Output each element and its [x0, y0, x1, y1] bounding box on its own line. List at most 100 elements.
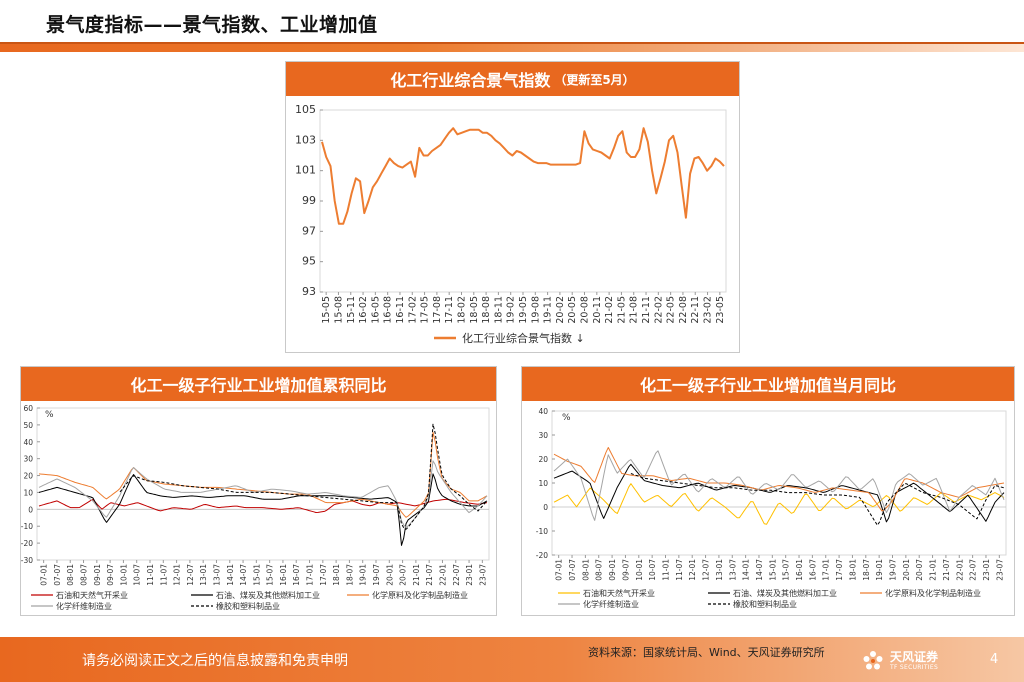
x-tick-label: 23-07 [478, 564, 487, 586]
y-tick-label: 60 [23, 404, 33, 413]
x-tick-label: 10-07 [133, 564, 142, 586]
legend-label: 化学纤维制造业 [583, 599, 639, 609]
x-tick-label: 18-02 [456, 296, 467, 324]
unit-label: % [562, 413, 571, 423]
x-tick-label: 12-01 [173, 564, 182, 586]
x-tick-label: 07-01 [555, 559, 564, 581]
y-tick-label: 0 [28, 505, 33, 514]
x-tick-label: 15-05 [321, 296, 332, 324]
legend-label: 橡胶和塑料制品业 [733, 599, 797, 609]
x-tick-label: 21-02 [604, 296, 615, 324]
x-tick-label: 20-01 [902, 559, 911, 581]
x-tick-label: 09-01 [93, 564, 102, 586]
x-tick-label: 19-02 [506, 296, 517, 324]
x-tick-label: 22-07 [452, 564, 461, 586]
y-tick-label: -20 [21, 539, 33, 548]
x-tick-label: 13-01 [199, 564, 208, 586]
x-tick-label: 18-11 [493, 296, 504, 324]
title-rule [0, 42, 1024, 52]
x-tick-label: 17-01 [306, 564, 315, 586]
x-tick-label: 10-01 [119, 564, 128, 586]
x-tick-label: 23-07 [995, 559, 1004, 581]
chart-title: 化工行业综合景气指数 [390, 71, 551, 90]
chart-title: 化工一级子行业工业增加值当月同比 [639, 376, 896, 395]
x-tick-label: 18-05 [469, 296, 480, 324]
y-tick-label: 99 [302, 194, 316, 207]
x-tick-label: 15-08 [333, 296, 344, 324]
disclaimer-link[interactable]: 请务必阅读正文之后的信息披露和免责申明 [82, 653, 348, 669]
x-tick-label: 18-01 [332, 564, 341, 586]
x-tick-label: 15-01 [768, 559, 777, 581]
series-line [553, 483, 1005, 525]
x-tick-label: 16-01 [279, 564, 288, 586]
x-tick-label: 20-01 [385, 564, 394, 586]
legend-label: 橡胶和塑料制品业 [216, 601, 280, 611]
x-tick-label: 22-02 [653, 296, 664, 324]
x-tick-label: 19-07 [372, 564, 381, 586]
series-line [38, 431, 488, 518]
y-tick-label: 30 [23, 455, 33, 464]
series-line [553, 450, 1005, 521]
x-tick-label: 16-07 [292, 564, 301, 586]
x-tick-label: 23-01 [982, 559, 991, 581]
x-tick-label: 22-05 [666, 296, 677, 324]
x-tick-label: 18-08 [481, 296, 492, 324]
y-tick-label: 101 [295, 164, 316, 177]
y-tick-label: 10 [538, 479, 548, 488]
y-tick-label: -10 [21, 522, 33, 531]
unit-label: % [45, 410, 54, 420]
x-tick-label: 09-01 [608, 559, 617, 581]
x-tick-label: 14-07 [239, 564, 248, 586]
x-tick-label: 16-02 [358, 296, 369, 324]
legend-label: 石油和天然气开采业 [56, 590, 128, 600]
legend: 石油和天然气开采业 石油、煤炭及其他燃料加工业 化学原料及化学制品制造业化学纤维制造… [31, 590, 468, 611]
series-line [38, 498, 488, 513]
source-note: 资料来源：国家统计局、Wind、天风证券研究所 [588, 646, 825, 659]
x-tick-label: 14-01 [742, 559, 751, 581]
x-tick-label: 11-07 [675, 559, 684, 581]
x-tick-label: 20-08 [580, 296, 591, 324]
chart-panel-cumulative-yoy: 化工一级子行业工业增加值累积同比 60 50 40 30 20 10 0 -10 -20 -30%… [20, 366, 497, 616]
x-tick-label: 19-01 [875, 559, 884, 581]
x-tick-label: 20-11 [592, 296, 603, 324]
x-tick-label: 08-07 [80, 564, 89, 586]
x-tick-label: 22-07 [969, 559, 978, 581]
x-tick-label: 17-07 [835, 559, 844, 581]
x-tick-label: 23-05 [715, 296, 726, 324]
x-tick-label: 11-01 [662, 559, 671, 581]
x-tick-label: 08-01 [66, 564, 75, 586]
y-tick-label: 95 [302, 255, 316, 268]
y-tick-label: -20 [536, 551, 548, 560]
x-tick-label: 21-07 [942, 559, 951, 581]
series-line [553, 447, 1005, 512]
x-tick-label: 20-07 [399, 564, 408, 586]
x-tick-label: 17-02 [407, 296, 418, 324]
legend-label: 石油和天然气开采业 [583, 588, 655, 598]
x-tick-label: 19-07 [889, 559, 898, 581]
legend-label: 化学原料及化学制品制造业 [885, 588, 981, 598]
y-tick-label: 20 [538, 455, 548, 464]
legend-label: 化学纤维制造业 [56, 601, 112, 611]
x-tick-label: 10-01 [635, 559, 644, 581]
x-tick-label: 16-11 [395, 296, 406, 324]
x-tick-label: 15-07 [782, 559, 791, 581]
x-tick-label: 15-07 [266, 564, 275, 586]
x-tick-label: 11-07 [159, 564, 168, 586]
x-tick-label: 09-07 [621, 559, 630, 581]
x-tick-label: 16-01 [795, 559, 804, 581]
legend: 石油和天然气开采业 石油、煤炭及其他燃料加工业 化学原料及化学制品制造业化学纤维制造… [558, 588, 981, 609]
y-tick-label: 105 [295, 103, 316, 116]
x-tick-label: 16-08 [383, 296, 394, 324]
y-tick-label: 20 [23, 472, 33, 481]
x-tick-label: 21-08 [629, 296, 640, 324]
x-tick-label: 16-07 [808, 559, 817, 581]
chart-title-bar: 化工一级子行业工业增加值累积同比 [21, 367, 496, 401]
y-tick-label: 40 [23, 438, 33, 447]
y-tick-label: -30 [21, 556, 33, 565]
logo-flower-icon [862, 650, 884, 672]
x-tick-label: 11-01 [146, 564, 155, 586]
y-tick-label: 40 [538, 407, 548, 416]
x-tick-label: 07-07 [53, 564, 62, 586]
cumulative-yoy-chart: 60 50 40 30 20 10 0 -10 -20 -30% 07-01 07-07 08-01 08… [21, 404, 490, 611]
